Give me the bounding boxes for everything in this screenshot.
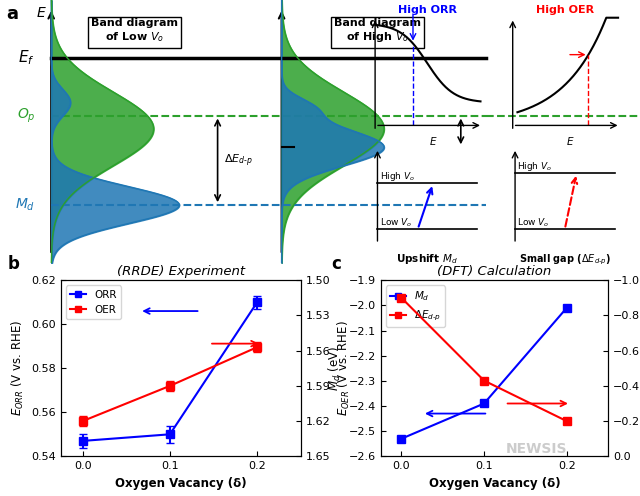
Text: a: a (6, 5, 19, 23)
Legend: $M_d$, $\Delta E_{d\text{-}p}$: $M_d$, $\Delta E_{d\text{-}p}$ (386, 286, 445, 327)
Text: High OER: High OER (536, 5, 594, 15)
Text: Upshift $M_d$: Upshift $M_d$ (396, 252, 458, 266)
Text: High $V_o$: High $V_o$ (380, 170, 415, 183)
Text: High ORR: High ORR (397, 5, 457, 15)
Y-axis label: $M_d$ (eV): $M_d$ (eV) (327, 346, 343, 391)
Text: $E$: $E$ (36, 6, 47, 20)
Text: Band diagram
of Low $V_o$: Band diagram of Low $V_o$ (91, 18, 178, 44)
Text: $\Delta E_{d\text{-}p}$: $\Delta E_{d\text{-}p}$ (224, 152, 253, 169)
Title: (DFT) Calculation: (DFT) Calculation (437, 265, 552, 278)
Y-axis label: $E_{ORR}$ (V vs. RHE): $E_{ORR}$ (V vs. RHE) (10, 320, 26, 417)
X-axis label: Oxygen Vacancy (δ): Oxygen Vacancy (δ) (429, 477, 560, 490)
Text: Low $V_o$: Low $V_o$ (380, 216, 412, 229)
Text: NEWSIS: NEWSIS (506, 442, 567, 456)
Text: $E$: $E$ (566, 135, 575, 147)
Text: b: b (8, 255, 20, 273)
Text: $M_d$: $M_d$ (15, 197, 35, 213)
Y-axis label: $E_{OER}$ (V vs. RHE): $E_{OER}$ (V vs. RHE) (336, 320, 352, 416)
Text: Small gap ($\Delta E_{d\text{-}p}$): Small gap ($\Delta E_{d\text{-}p}$) (519, 252, 611, 266)
Title: (RRDE) Experiment: (RRDE) Experiment (116, 265, 245, 278)
Text: $E$: $E$ (429, 135, 437, 147)
X-axis label: Oxygen Vacancy (δ): Oxygen Vacancy (δ) (115, 477, 246, 490)
Text: $O_p$: $O_p$ (17, 107, 35, 125)
Text: $E_f$: $E_f$ (19, 49, 35, 67)
Text: c: c (331, 255, 340, 273)
Text: Low $V_o$: Low $V_o$ (518, 216, 550, 229)
Text: Band diagram
of High $V_o$: Band diagram of High $V_o$ (334, 18, 421, 45)
Text: High $V_o$: High $V_o$ (518, 160, 553, 173)
Legend: ORR, OER: ORR, OER (66, 286, 121, 319)
